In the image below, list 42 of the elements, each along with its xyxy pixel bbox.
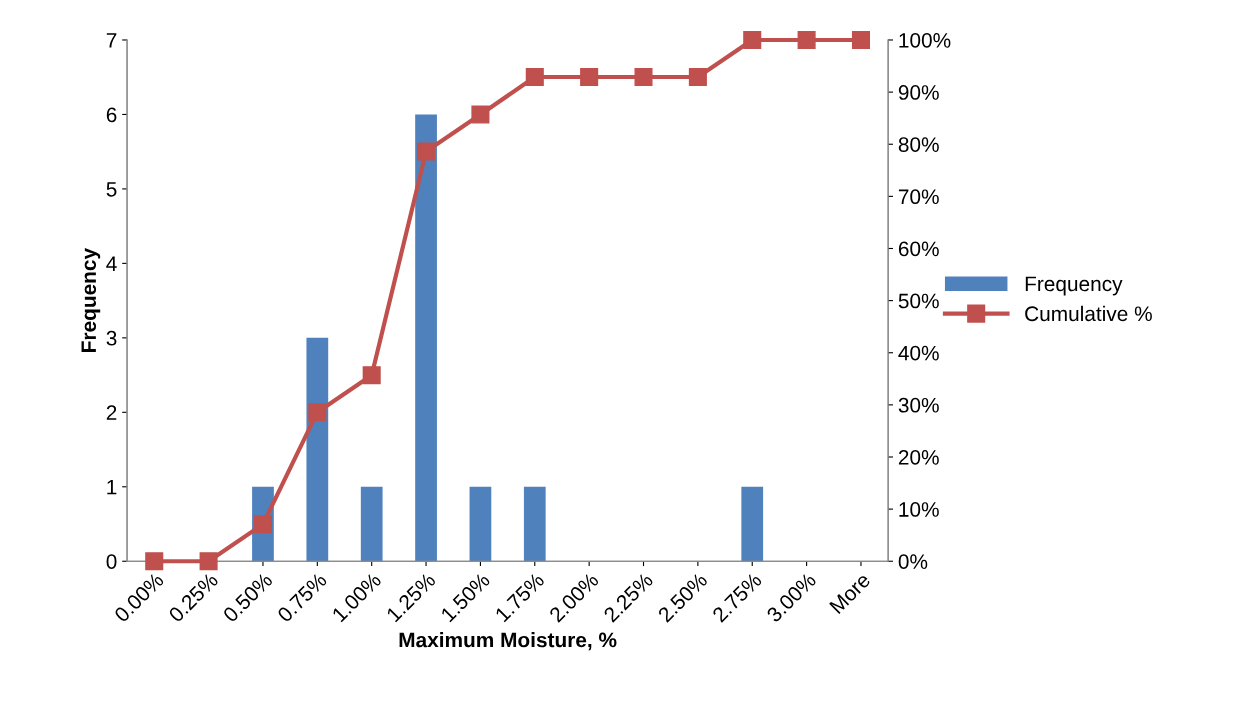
y2-tick-label: 10%	[899, 502, 939, 517]
bar	[741, 486, 764, 562]
point	[634, 67, 653, 87]
y-axis-title: Frequency	[81, 248, 101, 352]
y-tick-label: 4	[106, 256, 117, 271]
y2-tick-label: 50%	[898, 293, 939, 309]
y-tick-label: 3	[106, 330, 117, 346]
y-tick-label: 0	[106, 554, 117, 569]
bar	[523, 486, 546, 562]
y-tick-label: 7	[106, 33, 117, 48]
point	[525, 67, 544, 87]
point	[688, 67, 707, 87]
bar	[469, 486, 492, 562]
bar	[360, 486, 383, 562]
bar	[306, 337, 329, 562]
y2-tick-label: 80%	[898, 137, 939, 152]
point	[199, 552, 218, 571]
legend-label: Frequency	[1025, 276, 1123, 296]
point	[471, 105, 490, 124]
point	[580, 67, 599, 87]
legend-label: Cumulative %	[1025, 305, 1152, 322]
y2-tick-label: 0%	[898, 554, 928, 569]
bar	[415, 114, 437, 562]
point	[417, 142, 436, 161]
y2-tick-label: 40%	[898, 345, 939, 361]
point	[308, 403, 327, 422]
point	[145, 552, 164, 571]
point	[743, 30, 762, 50]
y2-tick-label: 20%	[898, 449, 939, 465]
point	[362, 366, 381, 385]
y2-tick-label: 60%	[898, 241, 939, 257]
y-tick-label: 6	[106, 107, 117, 123]
y2-tick-label: 100%	[899, 32, 951, 48]
y2-tick-label: 70%	[898, 189, 939, 205]
point	[851, 30, 870, 50]
x-axis-title: Maximum Moisture, %	[399, 632, 617, 651]
y-tick-label: 2	[106, 405, 117, 420]
y2-tick-label: 30%	[898, 397, 939, 413]
point	[797, 30, 816, 50]
y2-tick-label: 90%	[898, 85, 939, 100]
y-tick-label: 5	[106, 182, 117, 197]
y-tick-label: 1	[107, 479, 117, 495]
